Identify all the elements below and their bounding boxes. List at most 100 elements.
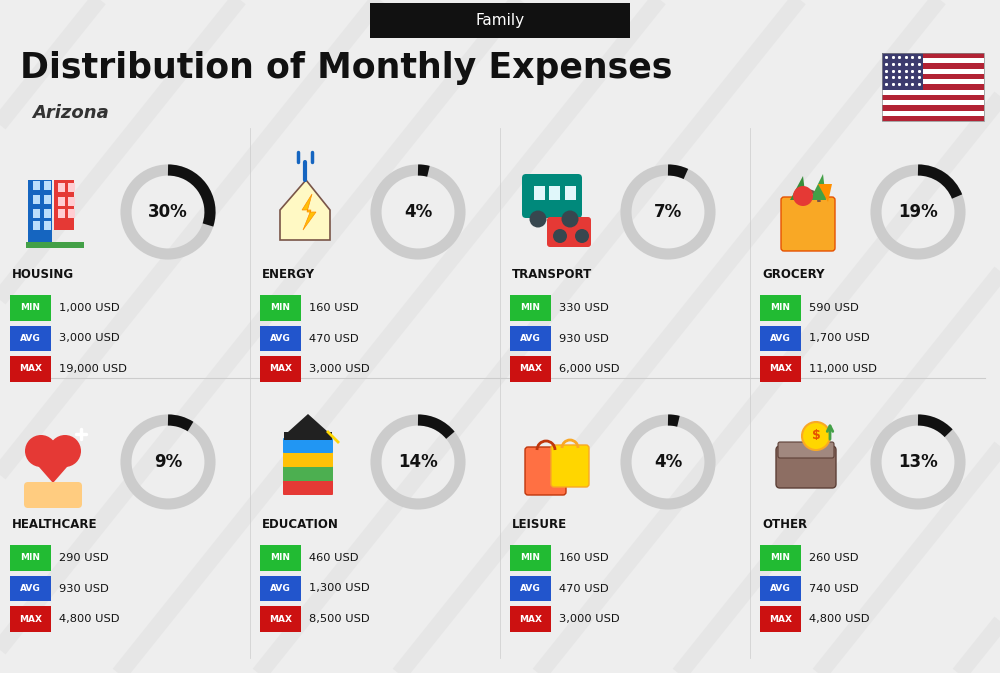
- FancyBboxPatch shape: [522, 174, 582, 218]
- FancyBboxPatch shape: [510, 326, 551, 351]
- Text: 14%: 14%: [398, 453, 438, 471]
- Text: 3,000 USD: 3,000 USD: [559, 614, 620, 624]
- Text: MIN: MIN: [770, 553, 790, 563]
- Text: MAX: MAX: [519, 614, 542, 623]
- FancyBboxPatch shape: [882, 59, 984, 63]
- FancyBboxPatch shape: [260, 356, 301, 382]
- Text: AVG: AVG: [20, 334, 41, 343]
- Circle shape: [49, 435, 81, 467]
- FancyBboxPatch shape: [510, 545, 551, 571]
- Text: 740 USD: 740 USD: [809, 583, 859, 594]
- FancyBboxPatch shape: [33, 181, 40, 190]
- Polygon shape: [280, 180, 330, 240]
- FancyBboxPatch shape: [58, 183, 65, 192]
- FancyBboxPatch shape: [882, 110, 984, 116]
- Text: 8,500 USD: 8,500 USD: [309, 614, 370, 624]
- FancyBboxPatch shape: [882, 95, 984, 100]
- Text: EDUCATION: EDUCATION: [262, 518, 339, 532]
- Text: 3,000 USD: 3,000 USD: [309, 364, 370, 374]
- Text: MIN: MIN: [20, 553, 40, 563]
- FancyBboxPatch shape: [760, 545, 801, 571]
- Text: 330 USD: 330 USD: [559, 303, 609, 313]
- Text: MAX: MAX: [769, 614, 792, 623]
- FancyBboxPatch shape: [68, 183, 75, 192]
- FancyBboxPatch shape: [44, 181, 51, 190]
- Polygon shape: [818, 184, 832, 202]
- Text: MIN: MIN: [270, 304, 290, 312]
- FancyBboxPatch shape: [882, 53, 984, 59]
- FancyBboxPatch shape: [260, 326, 301, 351]
- Text: Arizona: Arizona: [32, 104, 109, 122]
- Text: AVG: AVG: [270, 334, 291, 343]
- Text: 4%: 4%: [404, 203, 432, 221]
- FancyBboxPatch shape: [760, 295, 801, 321]
- FancyBboxPatch shape: [882, 69, 984, 74]
- FancyBboxPatch shape: [10, 575, 51, 601]
- Circle shape: [793, 186, 813, 206]
- FancyBboxPatch shape: [260, 295, 301, 321]
- Text: AVG: AVG: [270, 584, 291, 593]
- Text: 260 USD: 260 USD: [809, 553, 858, 563]
- FancyBboxPatch shape: [776, 446, 836, 488]
- Text: $: $: [812, 429, 820, 443]
- Text: 3,000 USD: 3,000 USD: [59, 334, 120, 343]
- Text: AVG: AVG: [770, 584, 791, 593]
- Polygon shape: [302, 194, 316, 230]
- FancyBboxPatch shape: [44, 221, 51, 230]
- FancyBboxPatch shape: [510, 356, 551, 382]
- FancyBboxPatch shape: [68, 209, 75, 218]
- Polygon shape: [288, 414, 328, 432]
- FancyBboxPatch shape: [882, 116, 984, 121]
- FancyBboxPatch shape: [547, 217, 591, 247]
- Text: GROCERY: GROCERY: [762, 269, 824, 281]
- FancyBboxPatch shape: [882, 105, 984, 110]
- FancyBboxPatch shape: [760, 575, 801, 601]
- Text: 13%: 13%: [898, 453, 938, 471]
- Text: 470 USD: 470 USD: [309, 334, 359, 343]
- Text: MAX: MAX: [269, 614, 292, 623]
- Text: 4,800 USD: 4,800 USD: [809, 614, 870, 624]
- Text: MIN: MIN: [20, 304, 40, 312]
- Polygon shape: [790, 176, 806, 200]
- Text: 6,000 USD: 6,000 USD: [559, 364, 620, 374]
- Text: MAX: MAX: [19, 365, 42, 374]
- FancyBboxPatch shape: [54, 180, 74, 230]
- Text: 160 USD: 160 USD: [309, 303, 359, 313]
- Text: OTHER: OTHER: [762, 518, 807, 532]
- Text: 1,300 USD: 1,300 USD: [309, 583, 370, 594]
- Text: MAX: MAX: [269, 365, 292, 374]
- FancyBboxPatch shape: [760, 606, 801, 632]
- Text: AVG: AVG: [520, 334, 541, 343]
- Text: MIN: MIN: [520, 304, 540, 312]
- FancyBboxPatch shape: [370, 3, 630, 38]
- Text: 19,000 USD: 19,000 USD: [59, 364, 127, 374]
- FancyBboxPatch shape: [882, 84, 984, 90]
- Text: 160 USD: 160 USD: [559, 553, 609, 563]
- FancyBboxPatch shape: [260, 545, 301, 571]
- Text: 590 USD: 590 USD: [809, 303, 859, 313]
- FancyBboxPatch shape: [778, 442, 834, 458]
- FancyBboxPatch shape: [10, 295, 51, 321]
- FancyBboxPatch shape: [565, 186, 576, 200]
- Text: Family: Family: [475, 13, 525, 28]
- Text: AVG: AVG: [20, 584, 41, 593]
- Circle shape: [25, 435, 57, 467]
- Text: AVG: AVG: [770, 334, 791, 343]
- FancyBboxPatch shape: [58, 197, 65, 206]
- FancyBboxPatch shape: [68, 197, 75, 206]
- Text: 290 USD: 290 USD: [59, 553, 109, 563]
- Text: 30%: 30%: [148, 203, 188, 221]
- FancyBboxPatch shape: [283, 452, 333, 467]
- Text: 19%: 19%: [898, 203, 938, 221]
- Text: 470 USD: 470 USD: [559, 583, 609, 594]
- FancyBboxPatch shape: [534, 186, 545, 200]
- Text: 1,000 USD: 1,000 USD: [59, 303, 120, 313]
- FancyBboxPatch shape: [33, 209, 40, 218]
- FancyBboxPatch shape: [28, 180, 52, 244]
- FancyBboxPatch shape: [260, 606, 301, 632]
- Text: 9%: 9%: [154, 453, 182, 471]
- Text: 930 USD: 930 USD: [59, 583, 109, 594]
- Text: HEALTHCARE: HEALTHCARE: [12, 518, 98, 532]
- FancyBboxPatch shape: [283, 480, 333, 495]
- FancyBboxPatch shape: [525, 447, 566, 495]
